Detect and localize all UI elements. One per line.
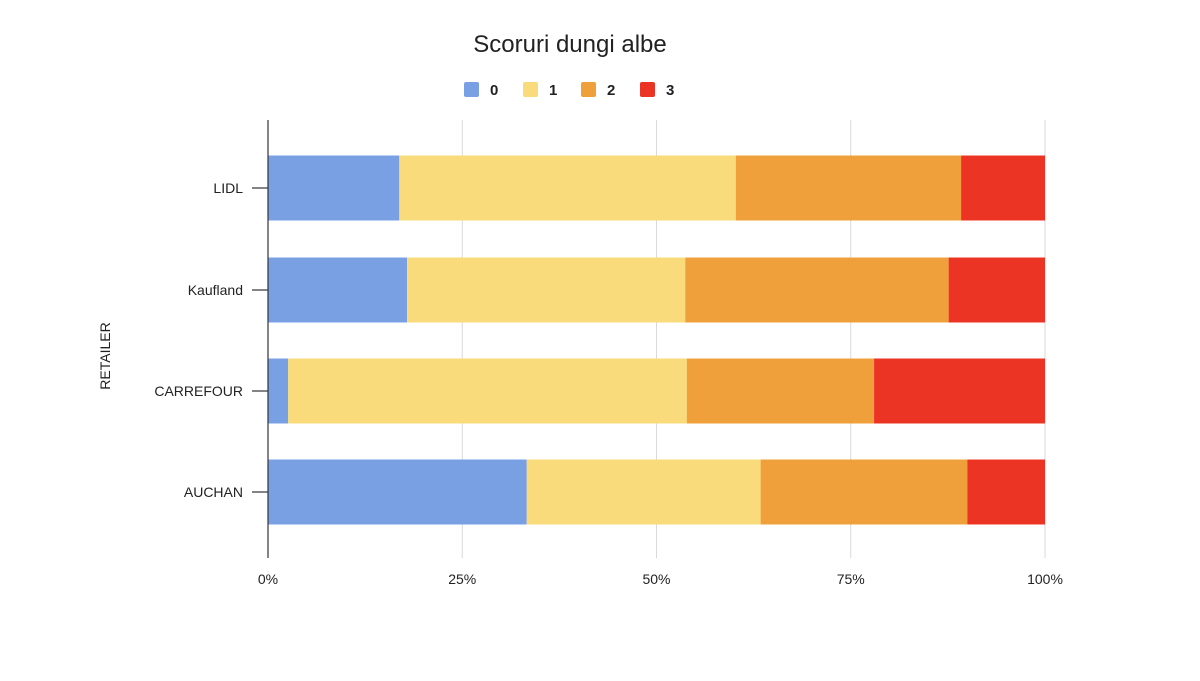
y-axis-label: RETAILER (97, 322, 113, 389)
bar-segment (948, 257, 1045, 323)
legend-label: 3 (666, 82, 674, 99)
y-tick-label: CARREFOUR (154, 383, 243, 399)
legend-swatch (581, 82, 596, 97)
y-tick-label: LIDL (213, 180, 243, 196)
legend-label: 0 (490, 82, 498, 99)
bar-segment (268, 257, 408, 323)
x-tick-label: 50% (642, 571, 670, 587)
x-tick-label: 25% (448, 571, 476, 587)
x-tick-label: 0% (258, 571, 278, 587)
x-tick-label: 75% (837, 571, 865, 587)
y-axis-ticks: LIDL Kaufland CARREFOUR AUCHAN (154, 180, 268, 500)
bar-segment (685, 257, 949, 323)
bar-segment (268, 155, 400, 221)
x-axis-ticks: 0% 25% 50% 75% 100% (258, 571, 1063, 587)
legend-swatch (464, 82, 479, 97)
legend-swatch (523, 82, 538, 97)
bar-segment (526, 459, 761, 525)
bars (268, 155, 1045, 525)
bar-segment (874, 358, 1045, 424)
bar-segment (268, 358, 289, 424)
legend-label: 1 (549, 82, 557, 99)
y-tick-label: Kaufland (188, 282, 243, 298)
bar-segment (961, 155, 1045, 221)
y-tick-label: AUCHAN (184, 484, 243, 500)
chart-title: Scoruri dungi albe (473, 31, 666, 58)
bar-segment (288, 358, 687, 424)
legend-label: 2 (607, 82, 615, 99)
bar-segment (407, 257, 686, 323)
bar-segment (686, 358, 875, 424)
legend: 0 1 2 3 (464, 82, 674, 99)
bar-segment (760, 459, 968, 525)
bar-segment (967, 459, 1045, 525)
x-tick-label: 100% (1027, 571, 1063, 587)
bar-segment (268, 459, 527, 525)
bar-segment (735, 155, 962, 221)
legend-swatch (640, 82, 655, 97)
bar-segment (399, 155, 736, 221)
